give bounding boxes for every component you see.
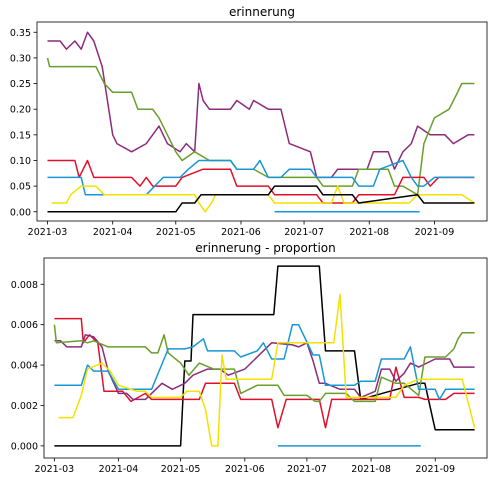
series-line-5 (58, 293, 476, 447)
plot-frame (43, 257, 488, 459)
y-tick-label: 0.10 (10, 156, 31, 167)
x-tick-label: 2021-05 (156, 227, 196, 238)
y-tick-label: 0.006 (11, 320, 38, 331)
series-line-4 (54, 323, 475, 401)
y-tick-label: 0.002 (11, 401, 38, 412)
y-tick-label: 0.20 (10, 105, 31, 116)
x-tick-label: 2021-06 (221, 227, 261, 238)
series-group (46, 31, 475, 213)
y-tick-label: 0.30 (10, 53, 31, 64)
series-line-0 (47, 31, 475, 179)
x-tick-label: 2021-06 (225, 464, 265, 475)
series-line-1 (54, 317, 475, 429)
x-tick-label: 2021-04 (93, 227, 133, 238)
y-tick-label: 0.05 (10, 182, 31, 193)
x-tick-label: 2021-03 (34, 464, 74, 475)
x-tick-label: 2021-09 (415, 227, 455, 238)
x-tick-label: 2021-09 (415, 464, 455, 475)
y-tick-label: 0.25 (10, 79, 31, 90)
series-line-2 (47, 159, 475, 204)
series-line-3 (53, 324, 475, 403)
x-tick-label: 2021-07 (287, 464, 327, 475)
plot-frame (36, 21, 488, 222)
chart-panel-top: erinnerung 2021-03 2021-04 2021-05 2021-06 20… (10, 5, 488, 238)
series-group (53, 265, 476, 447)
y-tick-label: 0.15 (10, 130, 31, 141)
chart-panel-bottom: erinnerung - proportion 2021-03 2021-04 202… (11, 241, 488, 475)
x-tick-label: 2021-05 (161, 464, 201, 475)
x-tick-label: 2021-04 (99, 464, 139, 475)
x-tick-label: 2021-08 (349, 227, 389, 238)
series-line-4 (51, 185, 475, 213)
y-tick-label: 0.00 (10, 207, 31, 218)
y-tick-label: 0.35 (10, 28, 31, 39)
x-tick-label: 2021-08 (351, 464, 391, 475)
series-line-2 (54, 334, 475, 401)
series-line-5 (47, 185, 475, 213)
x-tick-label: 2021-07 (284, 227, 324, 238)
series-line-0 (54, 265, 475, 447)
x-tick-label: 2021-03 (28, 227, 68, 238)
series-line-1 (46, 57, 475, 196)
chart-title: erinnerung - proportion (195, 241, 335, 255)
y-tick-label: 0.000 (11, 441, 38, 452)
y-tick-label: 0.008 (11, 280, 38, 291)
y-tick-label: 0.004 (11, 361, 38, 372)
chart-title: erinnerung (229, 5, 295, 19)
